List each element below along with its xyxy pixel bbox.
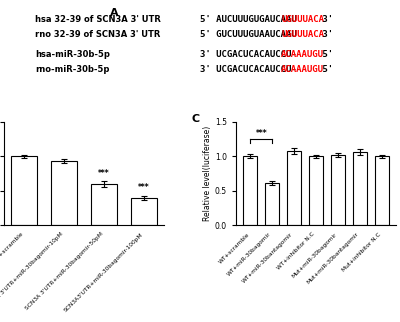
Text: ***: *** — [138, 183, 150, 192]
Text: rno-miR-30b-5p: rno-miR-30b-5p — [35, 65, 110, 74]
Bar — [51, 161, 77, 225]
Bar — [287, 151, 301, 225]
Text: SCN3A3'UTR+miR-30bagomir-100pM: SCN3A3'UTR+miR-30bagomir-100pM — [63, 232, 144, 313]
Text: 3' UCGACUCACAUCCU-: 3' UCGACUCACAUCCU- — [200, 50, 297, 59]
Text: hsa 32-39 of SCN3A 3' UTR: hsa 32-39 of SCN3A 3' UTR — [35, 15, 161, 24]
Text: 5': 5' — [317, 65, 333, 74]
Text: hsa-miR-30b-5p: hsa-miR-30b-5p — [35, 50, 110, 59]
Text: 3' UCGACUCACAUCCU-: 3' UCGACUCACAUCCU- — [200, 65, 297, 74]
Bar — [11, 156, 37, 225]
Text: UGUUUACA: UGUUUACA — [281, 15, 324, 24]
Text: rno 32-39 of SCN3A 3' UTR: rno 32-39 of SCN3A 3' UTR — [35, 30, 161, 39]
Text: WT+miR-30bagomir: WT+miR-30bagomir — [226, 232, 272, 277]
Text: SCN3A 3'UTR+miR-30bagomir-50pM: SCN3A 3'UTR+miR-30bagomir-50pM — [24, 232, 104, 311]
Text: UGUUUACA: UGUUUACA — [281, 30, 324, 39]
Text: 5': 5' — [317, 50, 333, 59]
Text: 3': 3' — [317, 15, 333, 24]
Text: Mut+miR-30bagomir: Mut+miR-30bagomir — [291, 232, 338, 279]
Text: Mut+miR-30bantagomir: Mut+miR-30bantagomir — [306, 232, 360, 285]
Text: C: C — [191, 114, 199, 124]
Bar — [309, 156, 323, 225]
Text: 5' GUCUUUGUAAUCAAU: 5' GUCUUUGUAAUCAAU — [200, 30, 297, 39]
Text: Mut+inhibitor N.C: Mut+inhibitor N.C — [341, 232, 382, 272]
Bar — [374, 156, 389, 225]
Bar — [91, 184, 117, 225]
Text: ACAAAUGU: ACAAAUGU — [281, 50, 324, 59]
Text: WT+scramble: WT+scramble — [218, 232, 250, 264]
Text: WT+miR-30bantagomir: WT+miR-30bantagomir — [242, 232, 294, 284]
Y-axis label: Relative level(luciferase): Relative level(luciferase) — [203, 126, 212, 221]
Bar — [265, 183, 279, 225]
Text: ACAAAUGU: ACAAAUGU — [281, 65, 324, 74]
Bar — [353, 152, 367, 225]
Text: SCN3A 3'UTR+miR-30bagomir-10pM: SCN3A 3'UTR+miR-30bagomir-10pM — [0, 232, 64, 311]
Text: A: A — [110, 8, 118, 18]
Bar — [331, 155, 345, 225]
Text: SCN3A 3'UTR+scramble: SCN3A 3'UTR+scramble — [0, 232, 24, 286]
Text: ***: *** — [98, 169, 110, 178]
Bar — [131, 198, 157, 225]
Bar — [243, 156, 258, 225]
Text: WT+inhibitor N.C: WT+inhibitor N.C — [276, 232, 316, 271]
Text: ***: *** — [256, 129, 267, 138]
Text: 3': 3' — [317, 30, 333, 39]
Text: 5' AUCUUUGUGAUCAAU: 5' AUCUUUGUGAUCAAU — [200, 15, 297, 24]
